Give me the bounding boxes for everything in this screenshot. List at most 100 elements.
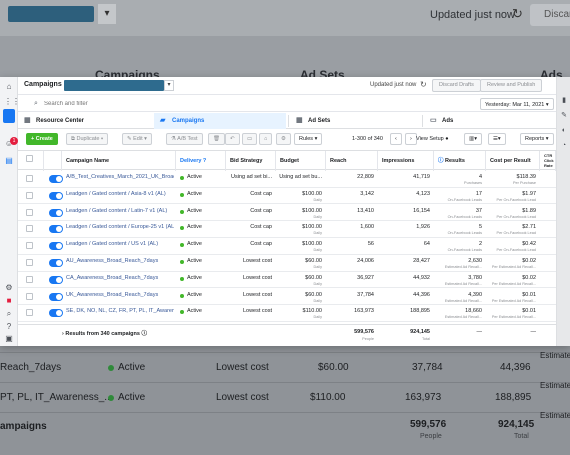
table-row[interactable]: Leadgen / Gated content / Latin-7 v1 (AL… <box>18 205 556 222</box>
tab-ad-sets[interactable]: ▦ Ad Sets <box>290 113 422 129</box>
cell-campaign-name[interactable]: Leadgen / Gated content / Asia-8 v1 (AL) <box>66 188 174 204</box>
tab-resource-center[interactable]: ▦ Resource Center <box>18 113 152 129</box>
campaign-toggle[interactable] <box>49 175 63 183</box>
campaign-toggle[interactable] <box>49 191 63 200</box>
apps-grid-icon[interactable]: ⋮⋮ <box>4 97 20 106</box>
edit-button[interactable]: ✎ Edit ▾ <box>122 133 152 145</box>
home-icon[interactable]: ⌂ <box>6 82 12 91</box>
chevron-down-icon[interactable]: ▾ <box>164 80 174 91</box>
cell-budget[interactable]: $100.00 Daily <box>276 205 324 221</box>
campaign-toggle[interactable] <box>49 225 63 234</box>
search-input[interactable] <box>44 99 344 109</box>
tab-ads[interactable]: ▭ Ads <box>424 113 556 129</box>
date-range-picker[interactable]: Yesterday: Mar 11, 2021 ▾ <box>480 98 554 110</box>
compare-icon[interactable]: ◐ <box>561 127 567 134</box>
table-row[interactable]: Leadgen / Gated content / Europe-25 v1 (… <box>18 221 556 238</box>
campaign-name-link[interactable]: SE, DK, NO, NL, CZ, FR, PT, PL, IT_Aware… <box>66 308 174 315</box>
table-row[interactable]: CA_Awareness_Broad_Reach_7days Active Lowe… <box>18 272 556 289</box>
columns-button[interactable]: ▥▾ <box>464 133 482 145</box>
report-icon[interactable]: ▣ <box>5 334 13 343</box>
row-checkbox[interactable] <box>26 259 33 266</box>
table-row[interactable]: UK_Awareness_Broad_Reach_7days Active Lowe… <box>18 289 556 306</box>
header-reach[interactable]: Reach <box>326 151 378 171</box>
view-setup-toggle[interactable]: View Setup ● <box>416 136 449 142</box>
emoji-icon[interactable]: ☺ <box>4 139 14 148</box>
row-checkbox[interactable] <box>26 242 33 250</box>
gear-icon[interactable]: ⚙ <box>5 283 13 292</box>
next-page-button[interactable]: › <box>405 133 417 145</box>
row-checkbox[interactable] <box>26 208 33 216</box>
campaign-toggle[interactable] <box>49 242 63 251</box>
help-icon[interactable]: ? <box>6 322 12 331</box>
refresh-icon[interactable]: ↻ <box>420 80 427 89</box>
table-row[interactable]: Leadgen / Gated content / Asia-8 v1 (AL)… <box>18 188 556 205</box>
rules-button[interactable]: Rules ▾ <box>294 133 323 145</box>
header-budget[interactable]: Budget <box>276 151 326 171</box>
row-checkbox[interactable] <box>26 191 33 199</box>
campaign-toggle[interactable] <box>49 275 63 284</box>
select-all-checkbox[interactable] <box>26 155 33 162</box>
campaign-name-link[interactable]: Leadgen / Gated content / Asia-8 v1 (AL) <box>66 190 166 197</box>
table-row[interactable]: Leadgen / Gated content / US v1 (AL) Acti… <box>18 238 556 255</box>
header-campaign-name[interactable]: Campaign Name <box>62 151 176 171</box>
campaign-name-link[interactable]: Leadgen / Gated content / US v1 (AL) <box>66 241 159 248</box>
campaigns-table-icon[interactable]: ▤ <box>5 156 13 165</box>
breakdown-button[interactable]: ☰▾ <box>488 133 506 145</box>
cell-budget[interactable]: $100.00 Daily <box>276 188 324 204</box>
row-checkbox[interactable] <box>26 275 33 283</box>
table-row[interactable]: A/B_Test_Creatives_March_2021_UK_Broad..… <box>18 171 556 188</box>
cell-campaign-name[interactable]: SE, DK, NO, NL, CZ, FR, PT, PL, IT_Aware… <box>66 305 174 321</box>
cell-campaign-name[interactable]: A/B_Test_Creatives_March_2021_UK_Broad..… <box>66 171 174 187</box>
cell-campaign-name[interactable]: UK_Awareness_Broad_Reach_7days <box>66 289 174 305</box>
cell-campaign-name[interactable]: Leadgen / Gated content / Europe-25 v1 (… <box>66 221 174 237</box>
campaign-name-link[interactable]: AU_Awareness_Broad_Reach_7days <box>66 258 159 264</box>
row-checkbox[interactable] <box>26 292 33 300</box>
alert-icon[interactable]: ■ <box>6 296 12 305</box>
cell-campaign-name[interactable]: CA_Awareness_Broad_Reach_7days <box>66 272 174 288</box>
pencil-icon[interactable]: ✎ <box>561 112 567 119</box>
campaign-name-link[interactable]: Leadgen / Gated content / Latin-7 v1 (AL… <box>66 207 168 214</box>
row-checkbox[interactable] <box>26 175 33 182</box>
table-row[interactable]: AU_Awareness_Broad_Reach_7days Active Lowe… <box>18 255 556 272</box>
cell-budget[interactable]: $60.00 Daily <box>276 255 324 271</box>
search-icon[interactable]: ⌕ <box>6 309 12 318</box>
header-results[interactable]: ⓘ Results <box>434 151 486 171</box>
cell-budget[interactable]: $60.00 Daily <box>276 289 324 305</box>
discard-drafts-button[interactable]: Discard Drafts <box>432 79 481 92</box>
prev-page-button[interactable]: ‹ <box>390 133 402 145</box>
review-publish-button[interactable]: Review and Publish <box>480 79 543 92</box>
history-icon[interactable]: ◔ <box>561 142 567 149</box>
delete-button[interactable]: 🗑 <box>208 133 225 145</box>
campaign-name-link[interactable]: CA_Awareness_Broad_Reach_7days <box>66 274 159 281</box>
campaign-name-link[interactable]: A/B_Test_Creatives_March_2021_UK_Broad..… <box>66 174 174 180</box>
header-bid-strategy[interactable]: Bid Strategy <box>226 151 276 171</box>
cell-budget[interactable]: Using ad set bu... <box>276 171 324 187</box>
campaign-name-link[interactable]: UK_Awareness_Broad_Reach_7days <box>66 291 159 298</box>
duplicate-button[interactable]: ⧉ Duplicate ▾ <box>66 133 109 145</box>
row-checkbox[interactable] <box>26 309 33 317</box>
account-selector[interactable] <box>64 80 164 91</box>
cell-campaign-name[interactable]: Leadgen / Gated content / US v1 (AL) <box>66 238 174 254</box>
chart-icon[interactable]: ▮ <box>562 97 566 104</box>
header-impressions[interactable]: Impressions <box>378 151 434 171</box>
campaign-toggle[interactable] <box>49 309 63 318</box>
reports-button[interactable]: Reports ▾ <box>520 133 554 145</box>
header-cost-per-result[interactable]: Cost per Result <box>486 151 540 171</box>
campaign-toggle[interactable] <box>49 208 63 217</box>
cell-budget[interactable]: $100.00 Daily <box>276 238 324 254</box>
cell-campaign-name[interactable]: AU_Awareness_Broad_Reach_7days <box>66 255 174 271</box>
row-checkbox[interactable] <box>26 225 33 233</box>
discard-button[interactable]: ▭ <box>242 133 258 145</box>
settings-button[interactable]: ⚙ <box>276 133 291 145</box>
account-overview-icon[interactable] <box>3 109 15 123</box>
header-delivery[interactable]: Delivery ? <box>176 151 226 171</box>
tab-campaigns[interactable]: ▰ Campaigns <box>154 113 286 129</box>
campaign-name-link[interactable]: Leadgen / Gated content / Europe-25 v1 (… <box>66 224 174 231</box>
tag-button[interactable]: ⌂ <box>259 133 273 145</box>
cell-campaign-name[interactable]: Leadgen / Gated content / Latin-7 v1 (AL… <box>66 205 174 221</box>
cell-budget[interactable]: $110.00 Daily <box>276 305 324 321</box>
create-button[interactable]: + Create <box>26 133 58 145</box>
header-ctr[interactable]: CTR Click Rate <box>540 151 556 171</box>
cell-budget[interactable]: $60.00 Daily <box>276 272 324 288</box>
campaign-toggle[interactable] <box>49 292 63 301</box>
